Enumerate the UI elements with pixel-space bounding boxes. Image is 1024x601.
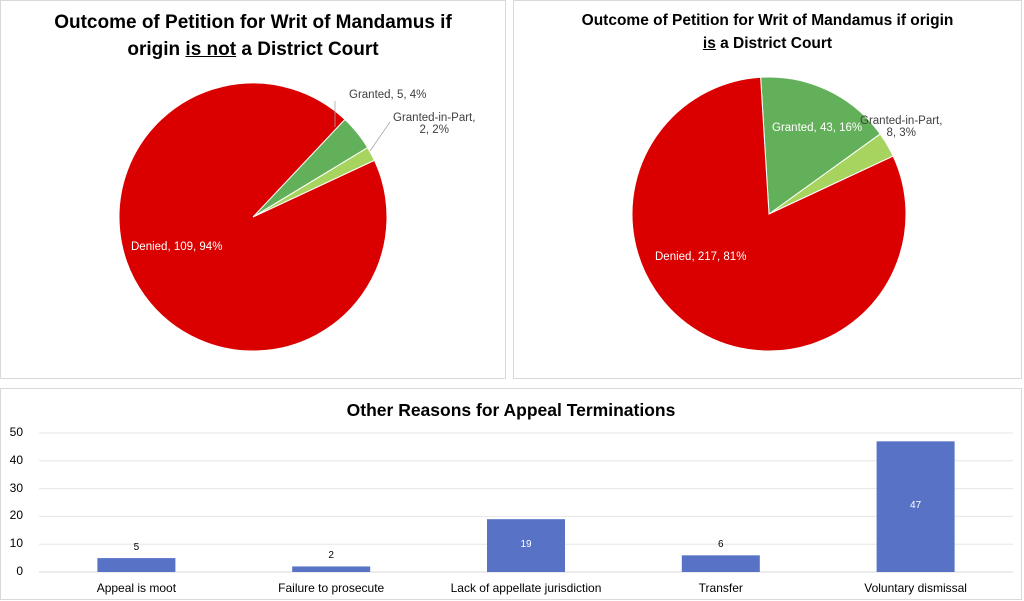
pie-chart-district: Outcome of Petition for Writ of Mandamus…	[513, 0, 1022, 379]
y-tick-label: 40	[3, 453, 23, 467]
bar-chart-appeal-terminations: Other Reasons for Appeal Terminations 01…	[0, 388, 1022, 600]
bar-data-label: 2	[311, 550, 351, 561]
data-label-denied: Denied, 217, 81%	[655, 251, 746, 263]
data-label-granted: Granted, 5, 4%	[349, 89, 426, 101]
bar-appeal-is-moot	[97, 558, 175, 572]
y-tick-label: 10	[3, 536, 23, 550]
data-label-granted: Granted, 43, 16%	[772, 122, 862, 134]
bar-transfer	[682, 555, 760, 572]
x-category-label: Failure to prosecute	[231, 581, 431, 595]
y-tick-label: 0	[3, 564, 23, 578]
bar-data-label: 19	[506, 539, 546, 550]
data-label-denied: Denied, 109, 94%	[131, 241, 222, 253]
bar-data-label: 6	[701, 539, 741, 550]
pie-2-svg	[514, 1, 1023, 380]
data-label-granted-in-part: Granted-in-Part,8, 3%	[860, 115, 942, 139]
x-category-label: Transfer	[621, 581, 821, 595]
bar-chart-svg	[1, 389, 1023, 601]
y-tick-label: 50	[3, 425, 23, 439]
bar-data-label: 5	[116, 542, 156, 553]
leader-line	[370, 122, 390, 151]
bar-failure-to-prosecute	[292, 566, 370, 572]
x-category-label: Voluntary dismissal	[816, 581, 1016, 595]
y-tick-label: 20	[3, 508, 23, 522]
x-category-label: Lack of appellate jurisdiction	[426, 581, 626, 595]
x-category-label: Appeal is moot	[36, 581, 236, 595]
pie-1-svg	[1, 1, 507, 380]
y-tick-label: 30	[3, 481, 23, 495]
pie-chart-not-district: Outcome of Petition for Writ of Mandamus…	[0, 0, 506, 379]
data-label-granted-in-part: Granted-in-Part,2, 2%	[393, 112, 475, 136]
bar-data-label: 47	[896, 500, 936, 511]
